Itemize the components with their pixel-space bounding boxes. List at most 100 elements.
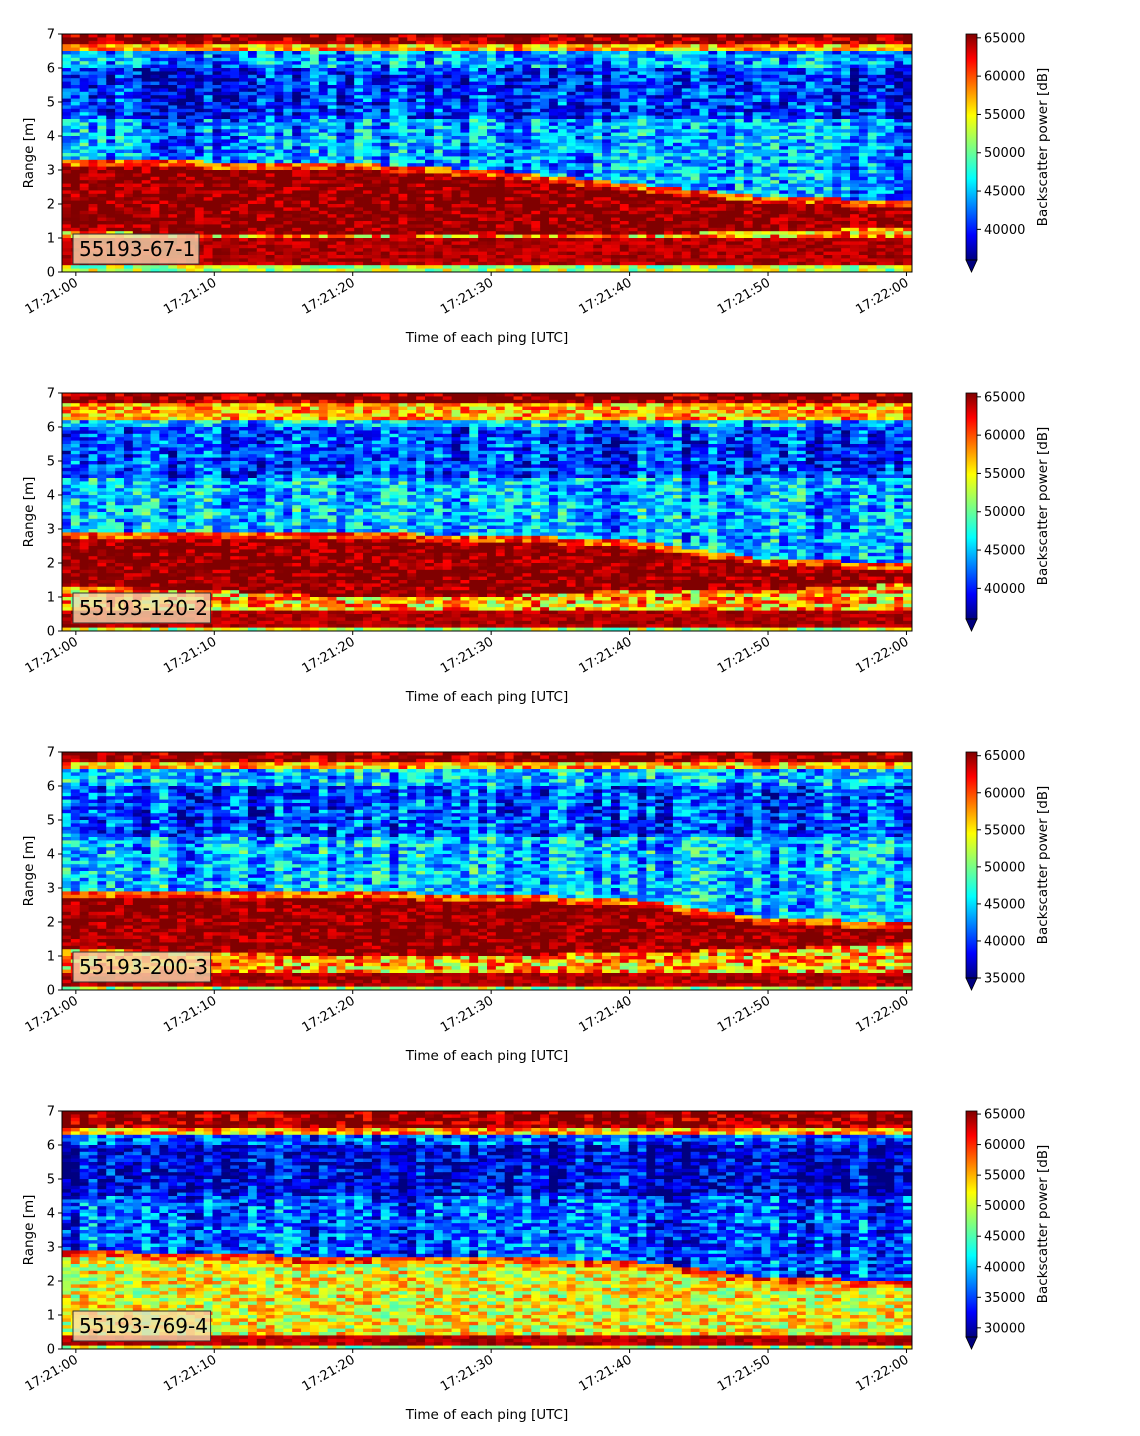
colorbar-label: Backscatter power [dB]	[1035, 427, 1051, 586]
colorbar-frame	[965, 33, 978, 261]
x-tick-label: 17:21:30	[438, 634, 496, 676]
y-tick-label: 2	[47, 1275, 55, 1290]
colorbar-label: Backscatter power [dB]	[1035, 68, 1051, 227]
sensor-id-text: 55193-200-3	[79, 955, 208, 979]
x-tick-label: 17:22:00	[853, 993, 911, 1035]
colorbar-tick-label: 40000	[984, 1260, 1025, 1275]
colorbar-tick-label: 55000	[984, 823, 1025, 838]
colorbar-tick-label: 60000	[984, 1138, 1025, 1153]
heatmap-cells	[62, 752, 913, 991]
y-tick-label: 4	[47, 130, 55, 145]
colorbar-tick-label: 55000	[984, 1169, 1025, 1184]
y-tick-label: 3	[47, 523, 55, 538]
y-axis-label: Range [m]	[21, 1195, 37, 1266]
colorbar-tick-label: 45000	[984, 185, 1025, 200]
colorbar-tick-label: 45000	[984, 897, 1025, 912]
y-tick-label: 3	[47, 164, 55, 179]
heatmap-cells	[62, 1111, 913, 1350]
plot-frame	[61, 33, 913, 273]
colorbar-label: Backscatter power [dB]	[1035, 786, 1051, 945]
x-axis-label: Time of each ping [UTC]	[405, 689, 569, 705]
colorbar-tick-label: 55000	[984, 108, 1025, 123]
colorbar: 35000 40000 45000 50000 55000 60000 65000 Backs…	[965, 749, 1051, 991]
x-tick-label: 17:22:00	[853, 634, 911, 676]
x-tick-label: 17:21:00	[23, 634, 81, 676]
colorbar-tick-label: 35000	[984, 1291, 1025, 1306]
y-tick-label: 5	[47, 1173, 55, 1188]
colorbar-extend-arrow	[965, 618, 978, 632]
sensor-id-label: 55193-120-2	[72, 592, 212, 624]
y-axis-label: Range [m]	[21, 118, 37, 189]
y-tick-label: 4	[47, 1207, 55, 1222]
x-tick-label: 17:21:20	[300, 634, 358, 676]
x-tick-label: 17:21:10	[161, 275, 219, 317]
colorbar-tick-label: 50000	[984, 860, 1025, 875]
plot-frame	[61, 1110, 913, 1350]
y-tick-label: 2	[47, 916, 55, 931]
colorbar-frame	[965, 1110, 978, 1338]
x-tick-label: 17:21:20	[300, 1352, 358, 1394]
x-tick-label: 17:21:00	[23, 993, 81, 1035]
colorbar-extend-arrow	[965, 259, 978, 273]
colorbar: 30000 35000 40000 45000 50000 55000 60000 65000…	[965, 1108, 1051, 1350]
x-tick-label: 17:21:50	[715, 993, 773, 1035]
colorbar-tick-label: 60000	[984, 786, 1025, 801]
y-tick-label: 6	[47, 780, 55, 795]
y-tick-label: 4	[47, 848, 55, 863]
x-axis-label: Time of each ping [UTC]	[405, 1407, 569, 1423]
panel-2: 0 1 2 3 4 5 6 7 17:21:00 17:21:10 17:21:20 17:21:30…	[21, 387, 1051, 706]
panel-4: 0 1 2 3 4 5 6 7 17:21:00 17:21:10 17:21:20 17:21:30…	[21, 1105, 1051, 1424]
colorbar-tick-label: 45000	[984, 544, 1025, 559]
x-tick-label: 17:21:40	[577, 1352, 635, 1394]
y-tick-label: 5	[47, 814, 55, 829]
y-tick-label: 7	[47, 387, 55, 402]
colorbar-tick-label: 60000	[984, 429, 1025, 444]
colorbar-tick-label: 30000	[984, 1321, 1025, 1336]
x-tick-label: 17:21:10	[161, 993, 219, 1035]
y-tick-label: 1	[47, 1309, 55, 1324]
x-tick-label: 17:21:00	[23, 275, 81, 317]
colorbar-tick-label: 65000	[984, 390, 1025, 405]
x-tick-label: 17:21:20	[300, 275, 358, 317]
y-tick-label: 6	[47, 62, 55, 77]
panel-3: 0 1 2 3 4 5 6 7 17:21:00 17:21:10 17:21:20 17:21:30…	[21, 746, 1051, 1065]
colorbar-tick-label: 45000	[984, 1230, 1025, 1245]
y-tick-label: 0	[47, 625, 55, 640]
sensor-id-text: 55193-769-4	[79, 1314, 208, 1338]
y-tick-label: 1	[47, 950, 55, 965]
x-tick-label: 17:21:50	[715, 1352, 773, 1394]
sensor-id-box	[72, 592, 212, 624]
sensor-id-label: 55193-200-3	[72, 951, 212, 983]
y-tick-label: 2	[47, 198, 55, 213]
heatmap-cells	[62, 393, 913, 632]
x-tick-label: 17:21:50	[715, 634, 773, 676]
sensor-id-box	[72, 233, 200, 265]
y-tick-label: 7	[47, 28, 55, 43]
colorbar-extend-arrow	[965, 977, 978, 991]
colorbar-gradient	[966, 752, 977, 978]
colorbar-gradient	[966, 1111, 977, 1337]
y-tick-label: 0	[47, 1343, 55, 1358]
y-tick-label: 5	[47, 96, 55, 111]
y-tick-label: 6	[47, 1139, 55, 1154]
y-tick-label: 2	[47, 557, 55, 572]
x-tick-label: 17:22:00	[853, 275, 911, 317]
colorbar-gradient	[966, 393, 977, 619]
colorbar-tick-label: 50000	[984, 505, 1025, 520]
colorbar-tick-label: 55000	[984, 467, 1025, 482]
colorbar-tick-label: 40000	[984, 582, 1025, 597]
y-tick-label: 3	[47, 1241, 55, 1256]
y-axis-label: Range [m]	[21, 836, 37, 907]
y-tick-label: 4	[47, 489, 55, 504]
x-tick-label: 17:21:50	[715, 275, 773, 317]
x-tick-label: 17:21:30	[438, 275, 496, 317]
colorbar-extend-arrow	[965, 1336, 978, 1350]
x-tick-label: 17:21:10	[161, 1352, 219, 1394]
plot-frame	[61, 392, 913, 632]
colorbar: 40000 45000 50000 55000 60000 65000 Backscatte…	[965, 31, 1051, 273]
sensor-id-text: 55193-120-2	[79, 596, 208, 620]
colorbar-frame	[965, 392, 978, 620]
colorbar-label: Backscatter power [dB]	[1035, 1145, 1051, 1304]
y-tick-label: 1	[47, 591, 55, 606]
